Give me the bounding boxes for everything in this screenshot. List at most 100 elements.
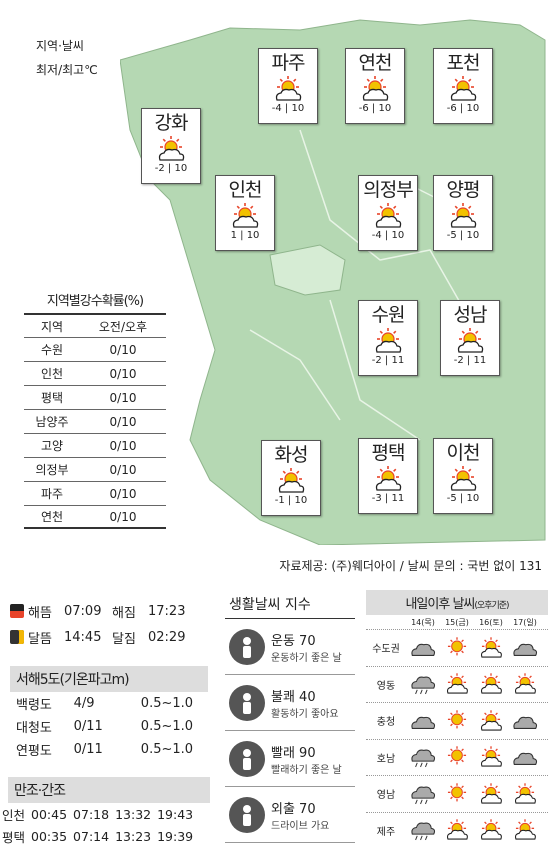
map-svg bbox=[119, 19, 546, 545]
forecast-row: 제주 bbox=[366, 811, 548, 849]
sea-row: 백령도 4/9 0.5~1.0 bbox=[16, 692, 208, 715]
city-temp: -4 | 10 bbox=[359, 230, 417, 241]
temp-separator: | bbox=[284, 495, 295, 506]
rain-icon bbox=[406, 669, 440, 699]
shirt-icon bbox=[229, 740, 265, 777]
city-name: 인천 bbox=[228, 179, 263, 201]
city-name: 포천 bbox=[446, 52, 481, 74]
city-name: 성남 bbox=[453, 304, 488, 326]
temp-high: 10 bbox=[174, 163, 188, 174]
sea-title: 서해5도(기온파고m) bbox=[10, 666, 208, 692]
life-desc: 빨래하기 좋은 날 bbox=[271, 764, 342, 776]
city-temp: -6 | 10 bbox=[434, 103, 492, 114]
district-line bbox=[249, 129, 471, 441]
temp-high: 10 bbox=[391, 230, 405, 241]
temp-low: -2 bbox=[371, 355, 382, 366]
header-region: 지역 bbox=[40, 319, 64, 334]
tide-time: 13:23 bbox=[115, 828, 152, 844]
partly-cloudy-icon bbox=[358, 76, 392, 102]
map-legend: 지역·날씨 최저/최고℃ bbox=[30, 30, 120, 86]
city-card: 포천 -6 | 10 bbox=[433, 48, 493, 124]
rain-icon bbox=[406, 815, 440, 845]
partly-icon bbox=[508, 815, 542, 845]
forecast-row: 수도권 bbox=[366, 629, 548, 666]
city-card: 화성 -1 | 10 bbox=[261, 440, 321, 516]
wave-height: 0.5~1.0 bbox=[140, 742, 194, 757]
temp-high: 10 bbox=[466, 230, 480, 241]
forecast-day: 16(토) bbox=[479, 617, 503, 627]
wave-height: 0.5~1.0 bbox=[140, 719, 194, 734]
sun-icon bbox=[440, 706, 474, 736]
temp-high: 10 bbox=[294, 495, 308, 506]
prob-cell: 0/10 bbox=[109, 366, 137, 381]
city-temp: 1 | 10 bbox=[216, 230, 274, 241]
region-cell: 수원 bbox=[40, 343, 64, 357]
life-name: 외출 70 bbox=[271, 801, 316, 817]
partly-cloudy-icon bbox=[446, 466, 480, 492]
face-icon bbox=[229, 684, 265, 721]
city-name: 연천 bbox=[358, 52, 393, 74]
table-row: 고양 0/10 bbox=[24, 433, 166, 457]
tide-location: 인천 bbox=[2, 807, 26, 823]
partly-icon bbox=[474, 779, 508, 809]
city-card: 연천 -6 | 10 bbox=[345, 48, 405, 124]
island-name: 백령도 bbox=[16, 698, 52, 713]
forecast-region: 수도권 bbox=[372, 644, 400, 656]
partly-cloudy-icon bbox=[371, 328, 405, 354]
temp-low: -5 bbox=[446, 493, 457, 504]
partly-cloudy-icon bbox=[371, 203, 405, 229]
life-index-item: 불쾌 40 활동하기 좋아요 bbox=[225, 675, 355, 731]
life-desc: 운동하기 좋은 날 bbox=[271, 652, 342, 664]
table-row: 인천 0/10 bbox=[24, 361, 166, 385]
forecast-title-text: 내일이후 날씨 bbox=[405, 597, 475, 612]
tide-times: 만조·간조 인천 00:45 07:18 13:32 19:43 평택 00:35 07:14… bbox=[0, 777, 210, 847]
region-cell: 남양주 bbox=[35, 415, 69, 429]
life-index-item: 빨래 90 빨래하기 좋은 날 bbox=[225, 731, 355, 787]
table-header: 지역 오전/오후 bbox=[24, 313, 166, 337]
temp-high: 10 bbox=[378, 103, 392, 114]
temp-separator: | bbox=[381, 493, 392, 504]
cloud-icon bbox=[508, 633, 542, 663]
partly-icon bbox=[508, 669, 542, 699]
table-row: 연천 0/10 bbox=[24, 505, 166, 529]
city-name: 화성 bbox=[274, 444, 309, 466]
life-title: 생활날씨 지수 bbox=[225, 594, 355, 619]
life-desc: 활동하기 좋아요 bbox=[271, 708, 339, 720]
temp-high: 11 bbox=[473, 355, 487, 366]
sun-icon bbox=[440, 633, 474, 663]
rain-icon bbox=[406, 742, 440, 772]
partly-icon bbox=[474, 742, 508, 772]
city-temp: -6 | 10 bbox=[346, 103, 404, 114]
life-text: 빨래 90 빨래하기 좋은 날 bbox=[271, 742, 342, 776]
partly-cloudy-icon bbox=[271, 76, 305, 102]
city-temp: -3 | 11 bbox=[359, 493, 417, 504]
temp-separator: | bbox=[463, 355, 474, 366]
temp-low: -2 bbox=[453, 355, 464, 366]
life-index-item: 외출 70 드라이브 가요 bbox=[225, 787, 355, 843]
soccer-icon bbox=[229, 628, 265, 665]
temp-low: -4 bbox=[271, 103, 282, 114]
temp-low: -6 bbox=[446, 103, 457, 114]
sea-row: 연평도 0/11 0.5~1.0 bbox=[16, 738, 208, 761]
temp-low: -1 bbox=[274, 495, 285, 506]
island-name: 대청도 bbox=[16, 721, 52, 736]
legend-line1: 지역·날씨 bbox=[36, 39, 84, 53]
temp-high: 10 bbox=[246, 230, 260, 241]
legend-line2: 최저/최고℃ bbox=[36, 63, 98, 77]
temp-low: 1 bbox=[230, 230, 237, 241]
sunset-time: 17:23 bbox=[148, 603, 186, 619]
moonrise-label: 달뜸 bbox=[28, 631, 52, 647]
forecast-region: 충청 bbox=[376, 717, 396, 729]
temp-low: -4 bbox=[371, 230, 382, 241]
partly-icon bbox=[440, 815, 474, 845]
partly-cloudy-icon bbox=[228, 203, 262, 229]
life-text: 불쾌 40 활동하기 좋아요 bbox=[271, 686, 339, 720]
table-row: 남양주 0/10 bbox=[24, 409, 166, 433]
tide-time: 19:43 bbox=[157, 806, 194, 822]
partly-icon bbox=[474, 706, 508, 736]
moonset-label: 달짐 bbox=[112, 631, 136, 647]
tide-time: 00:45 bbox=[31, 806, 68, 822]
city-card: 의정부 -4 | 10 bbox=[358, 175, 418, 251]
tide-location: 평택 bbox=[2, 829, 26, 845]
walk-icon bbox=[229, 796, 265, 833]
